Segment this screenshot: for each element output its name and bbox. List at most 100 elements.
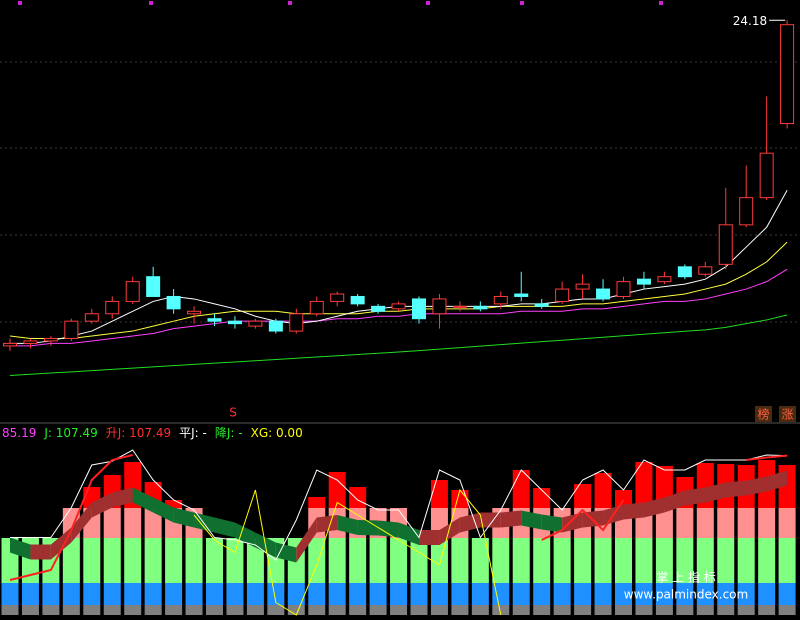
candle-body bbox=[146, 276, 161, 297]
candle-body bbox=[698, 266, 713, 275]
ribbon-segment bbox=[705, 482, 726, 503]
bar-segment bbox=[124, 538, 142, 583]
bar-segment bbox=[349, 487, 367, 508]
bar-segment bbox=[328, 583, 346, 605]
ribbon-segment bbox=[296, 517, 317, 563]
bar-segment bbox=[369, 538, 387, 583]
ribbon-segment bbox=[562, 512, 583, 533]
candle-body bbox=[84, 313, 99, 322]
indicator-line bbox=[9, 454, 133, 581]
ribbon-segment bbox=[132, 487, 154, 513]
bar-segment bbox=[21, 583, 39, 605]
bar-segment bbox=[615, 583, 632, 605]
bar-segment bbox=[42, 605, 60, 615]
ribbon-segment bbox=[173, 507, 195, 528]
ribbon-segment bbox=[419, 530, 440, 545]
bar-segment bbox=[246, 583, 264, 605]
bar-segment bbox=[655, 508, 673, 538]
badge: 榜 bbox=[757, 407, 769, 422]
bar-segment bbox=[451, 490, 469, 508]
bar-segment bbox=[246, 605, 264, 615]
ribbon-segment bbox=[521, 510, 542, 530]
bar-segment bbox=[758, 538, 776, 583]
header-item: 平J: - bbox=[179, 426, 207, 440]
bar-segment bbox=[328, 538, 346, 583]
bar-segment bbox=[226, 538, 244, 583]
candle-body bbox=[596, 288, 611, 300]
ribbon-segment bbox=[725, 480, 747, 498]
bar-segment bbox=[62, 538, 80, 583]
badge-box bbox=[779, 406, 796, 422]
bar-segment bbox=[287, 605, 305, 615]
bar-segment bbox=[615, 538, 632, 583]
candle-body bbox=[391, 303, 406, 310]
bar-segment bbox=[717, 605, 735, 615]
candle-body bbox=[636, 278, 651, 285]
bar-segment bbox=[676, 508, 694, 538]
bar-segment bbox=[778, 583, 796, 605]
candle-body bbox=[575, 283, 590, 290]
bar-segment bbox=[165, 538, 183, 583]
bar-segment bbox=[717, 508, 735, 538]
candle-body bbox=[493, 295, 508, 305]
bar-segment bbox=[737, 508, 755, 538]
ribbon-segment bbox=[459, 512, 481, 533]
bar-segment bbox=[287, 583, 305, 605]
max-label: 24.18 bbox=[733, 14, 767, 28]
bar-segment bbox=[42, 583, 60, 605]
bar-segment bbox=[451, 605, 469, 615]
bar-segment bbox=[471, 605, 489, 615]
badge-box bbox=[755, 406, 772, 422]
bar-segment bbox=[369, 583, 387, 605]
ribbon-segment bbox=[623, 502, 644, 520]
candle-body bbox=[759, 152, 774, 199]
bar-segment bbox=[594, 538, 612, 583]
badge: 涨 bbox=[781, 407, 793, 422]
candle-body bbox=[657, 276, 672, 283]
bar-segment bbox=[758, 583, 776, 605]
bar-segment bbox=[226, 605, 244, 615]
bar-segment bbox=[451, 538, 469, 583]
moving-average bbox=[10, 268, 788, 347]
ribbon-segment bbox=[337, 515, 358, 535]
ribbon-segment bbox=[684, 487, 706, 506]
bar-segment bbox=[144, 538, 162, 583]
moving-average bbox=[9, 314, 788, 377]
bar-segment bbox=[635, 605, 653, 615]
bar-segment bbox=[737, 538, 755, 583]
bar-segment bbox=[369, 605, 387, 615]
candle-body bbox=[125, 281, 140, 302]
bar-segment bbox=[430, 583, 448, 605]
bar-segment bbox=[206, 538, 223, 583]
bar-segment bbox=[758, 605, 776, 615]
candle-body bbox=[330, 293, 345, 302]
candle-body bbox=[412, 298, 426, 320]
marker bbox=[520, 1, 524, 5]
bar-segment bbox=[308, 605, 326, 615]
bar-segment bbox=[533, 605, 551, 615]
bar-segment bbox=[512, 583, 530, 605]
bar-segment bbox=[696, 583, 714, 605]
ribbon-segment bbox=[50, 527, 72, 560]
bar-segment bbox=[655, 538, 673, 583]
candle-body bbox=[227, 320, 242, 325]
ribbon-segment bbox=[275, 542, 297, 563]
bar-segment bbox=[62, 583, 80, 605]
candle-body bbox=[289, 313, 304, 332]
header-item: J: 107.49 bbox=[44, 426, 98, 440]
bar-segment bbox=[308, 538, 326, 583]
bar-segment bbox=[553, 538, 571, 583]
bar-segment bbox=[533, 538, 551, 583]
bar-segment bbox=[390, 605, 408, 615]
bar-segment bbox=[103, 508, 121, 538]
header-item: 升J: 107.49 bbox=[105, 426, 172, 440]
bar-segment bbox=[655, 583, 673, 605]
ribbon-segment bbox=[316, 515, 338, 533]
candle-body bbox=[514, 293, 529, 297]
bar-segment bbox=[1, 605, 19, 615]
bar-segment bbox=[696, 508, 714, 538]
bar-segment bbox=[471, 538, 489, 583]
bar-segment bbox=[390, 538, 408, 583]
bar-segment bbox=[144, 605, 162, 615]
ribbon-segment bbox=[112, 487, 133, 508]
